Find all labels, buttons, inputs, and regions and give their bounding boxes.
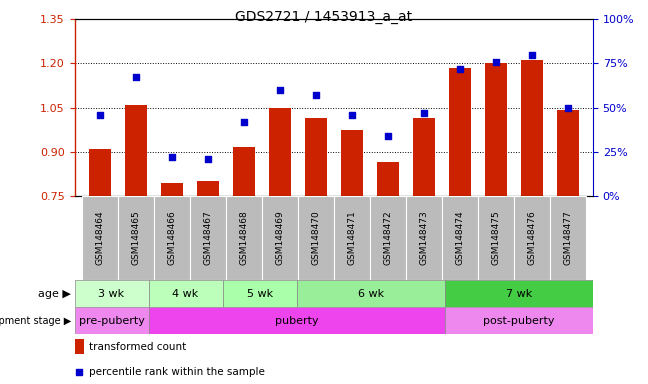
Bar [190,196,226,280]
Text: pre-puberty: pre-puberty [78,316,145,326]
Text: GSM148471: GSM148471 [347,211,356,265]
Text: GSM148474: GSM148474 [456,211,464,265]
Bar [226,196,262,280]
Bar [557,111,579,196]
Text: GSM148477: GSM148477 [563,211,572,265]
Bar [305,118,327,196]
Bar [550,196,586,280]
Bar [370,196,406,280]
Bar [521,60,542,196]
Text: GSM148467: GSM148467 [203,211,213,265]
Bar [148,280,223,307]
Bar [297,280,445,307]
Bar [449,68,470,196]
Text: GSM148473: GSM148473 [419,211,428,265]
Bar [75,280,148,307]
Bar [377,162,399,196]
Point [562,104,573,111]
Bar [445,307,593,334]
Bar [445,280,593,307]
Text: GSM148468: GSM148468 [239,211,248,265]
Text: GSM148466: GSM148466 [167,211,176,265]
Text: GSM148472: GSM148472 [383,211,392,265]
Point [527,51,537,58]
Text: 4 wk: 4 wk [172,289,199,299]
Point [238,119,249,125]
Point [130,74,141,81]
Text: puberty: puberty [275,316,319,326]
Text: GSM148469: GSM148469 [275,211,284,265]
Text: GSM148464: GSM148464 [95,211,104,265]
Bar [82,196,118,280]
Text: transformed count: transformed count [89,341,186,352]
Point [310,92,321,98]
Bar [297,196,334,280]
Bar [89,149,111,196]
Bar [223,280,297,307]
Bar [154,196,190,280]
Bar [334,196,370,280]
Bar [442,196,478,280]
Point [382,133,393,139]
Text: 5 wk: 5 wk [247,289,273,299]
Bar [269,108,290,196]
Bar [233,147,255,196]
Text: 3 wk: 3 wk [98,289,124,299]
Bar [341,130,362,196]
Bar [118,196,154,280]
Text: age ▶: age ▶ [38,289,71,299]
Bar [262,196,297,280]
Point [95,111,105,118]
Bar [514,196,550,280]
Point [454,66,465,72]
Point [419,110,429,116]
Text: GSM148465: GSM148465 [132,211,140,265]
Text: GDS2721 / 1453913_a_at: GDS2721 / 1453913_a_at [235,10,413,23]
Point [203,156,213,162]
Text: GSM148476: GSM148476 [527,211,537,265]
Text: GSM148475: GSM148475 [491,211,500,265]
Bar [75,307,148,334]
Point [167,154,177,160]
Bar [161,183,183,196]
Bar [197,181,218,196]
Point [275,87,285,93]
Text: development stage ▶: development stage ▶ [0,316,71,326]
Bar [75,339,84,354]
Text: 6 wk: 6 wk [358,289,384,299]
Bar [406,196,442,280]
Point [74,369,84,375]
Point [347,111,357,118]
Bar [478,196,514,280]
Text: post-puberty: post-puberty [483,316,555,326]
Point [491,58,501,65]
Bar [148,307,445,334]
Bar [413,118,435,196]
Text: GSM148470: GSM148470 [311,211,320,265]
Text: percentile rank within the sample: percentile rank within the sample [89,366,265,377]
Text: 7 wk: 7 wk [505,289,532,299]
Bar [125,104,146,196]
Bar [485,63,507,196]
